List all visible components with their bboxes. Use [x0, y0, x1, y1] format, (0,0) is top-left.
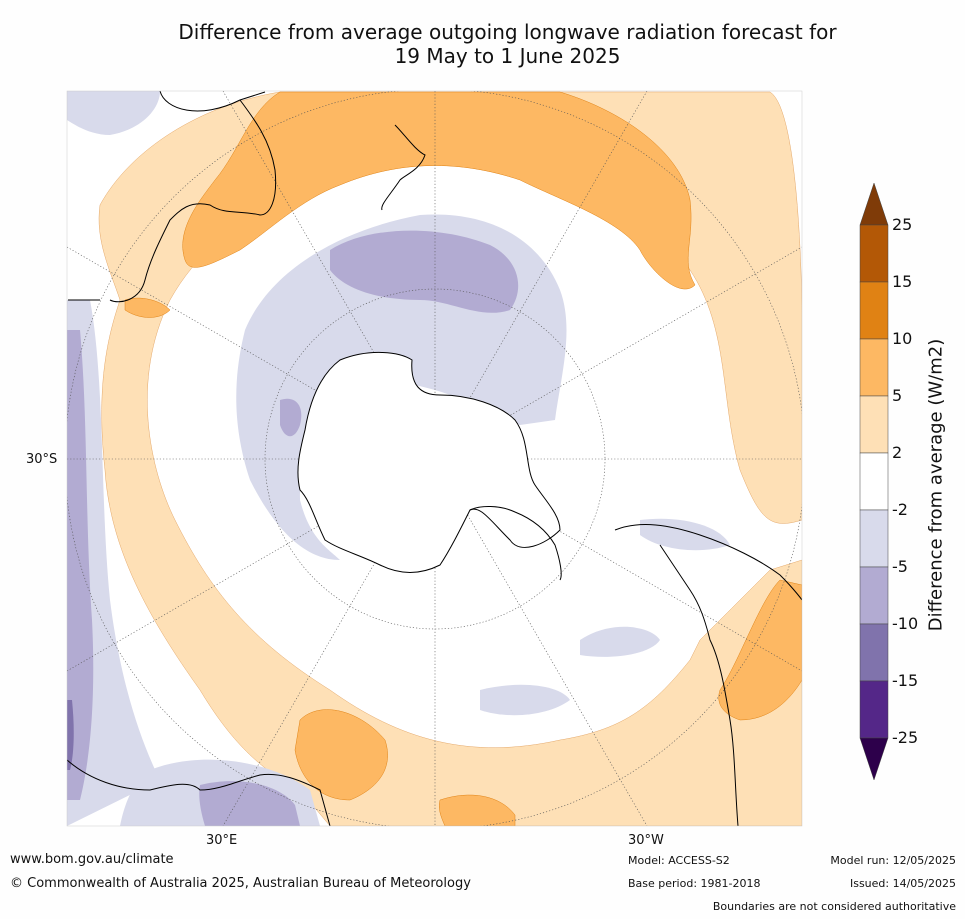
south-america-coastline — [614, 524, 802, 826]
colorbar-tick: 10 — [892, 329, 913, 348]
colorbar-band-minus5-minus10 — [859, 566, 889, 625]
australia-coastline — [68, 91, 277, 303]
colorbar-tick: -25 — [892, 728, 919, 747]
anomaly-band-5-10-pacific — [182, 91, 696, 290]
colorbar-tick: -2 — [892, 500, 908, 519]
anomaly-band-5-10-nw — [124, 297, 171, 318]
anomaly-band-5-10-atlantic — [718, 579, 802, 721]
map-title: Difference from average outgoing longwav… — [120, 20, 895, 68]
anomaly-band-minus5-minus10-left — [67, 330, 94, 800]
anomaly-band-minus2-minus5-patch-2 — [480, 684, 570, 716]
colorbar-tick: 15 — [892, 272, 913, 291]
anomaly-band-minus10-minus15-left — [67, 700, 74, 770]
colorbar-band-neutral — [859, 452, 889, 511]
anomaly-band-minus5-minus10-east — [330, 230, 519, 313]
disclaimer-text: Boundaries are not considered authoritat… — [712, 900, 956, 913]
colorbar-over-triangle — [859, 182, 889, 226]
antarctic-peninsula — [469, 506, 562, 581]
map-field — [67, 91, 802, 826]
colorbar-tick: 5 — [892, 386, 903, 405]
model-run-text: Model run: 12/05/2025 — [830, 854, 956, 867]
anomaly-band-minus2-minus5-topleft — [67, 91, 160, 135]
anomaly-band-minus2-minus5-patch-1 — [580, 626, 660, 657]
colorbar-tick: -10 — [892, 614, 919, 633]
longitude-label-30e: 30°E — [206, 833, 238, 848]
colorbar-tick: 2 — [892, 443, 903, 462]
anomaly-band-minus5-minus10-indian — [280, 398, 302, 437]
colorbar-band-minus15-minus25 — [859, 680, 889, 739]
colorbar-under-triangle — [859, 737, 889, 781]
title-line-1: Difference from average outgoing longwav… — [178, 20, 837, 44]
antarctica-coastline — [297, 351, 561, 573]
colorbar-tick: 25 — [892, 215, 913, 234]
new-zealand-coastline — [381, 124, 426, 211]
issued-text: Issued: 14/05/2025 — [849, 877, 956, 890]
colorbar — [859, 182, 889, 781]
longitude-label-30w: 30°W — [628, 833, 664, 848]
map-frame — [66, 90, 803, 827]
model-text: Model: ACCESS-S2 — [628, 854, 730, 867]
africa-coastline — [67, 759, 331, 826]
copyright-text: © Commonwealth of Australia 2025, Austra… — [10, 876, 471, 891]
colorbar-band-minus10-minus15 — [859, 623, 889, 682]
latitude-label-30s: 30°S — [26, 452, 58, 467]
base-period-text: Base period: 1981-2018 — [628, 877, 761, 890]
anomaly-band-2-5-outer — [98, 91, 802, 826]
colorbar-band-2-5 — [859, 395, 889, 454]
colorbar-band-5-10 — [859, 338, 889, 397]
colorbar-tick: -5 — [892, 557, 908, 576]
title-line-2: 19 May to 1 June 2025 — [394, 44, 621, 68]
colorbar-tick: -15 — [892, 671, 919, 690]
colorbar-band-minus2-minus5 — [859, 509, 889, 568]
colorbar-band-15-25 — [859, 224, 889, 283]
anomaly-band-5-10-south — [438, 794, 516, 826]
anomaly-band-minus2-minus5-patch-3 — [640, 518, 730, 551]
anomaly-band-5-10-indian — [294, 709, 388, 801]
colorbar-title: Difference from average (W/m2) — [925, 338, 947, 632]
website-link[interactable]: www.bom.gov.au/climate — [10, 852, 174, 867]
colorbar-band-10-15 — [859, 281, 889, 340]
